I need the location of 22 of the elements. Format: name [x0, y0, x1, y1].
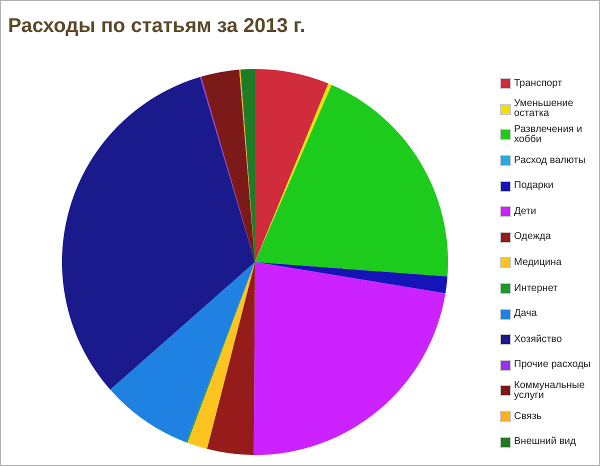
legend-label: Развлечения и хобби	[514, 124, 584, 145]
legend-label: Расход валюты	[514, 154, 586, 166]
pie-slice	[110, 262, 255, 442]
legend-label: Внешний вид	[514, 436, 577, 448]
legend-label: Хозяйство	[514, 334, 563, 345]
legend-label: Интернет	[514, 282, 559, 294]
legend-label: Медицина	[514, 256, 563, 268]
legend-label: Дача	[514, 308, 538, 320]
pie-slice	[254, 262, 446, 455]
pie-slice	[255, 84, 448, 277]
legend-label: Прочие расходы	[514, 359, 592, 370]
pie-slice	[62, 77, 255, 390]
legend-label: Уменьшение остатка	[514, 98, 574, 120]
legend-label: Связь	[514, 410, 543, 422]
pie-slice	[255, 262, 448, 294]
pie-slice	[207, 262, 255, 455]
chart-title: Расходы по статьям за 2013 г.	[8, 15, 306, 38]
legend-label: Дети	[514, 206, 538, 217]
legend-label: Транспорт	[514, 78, 564, 89]
legend-label: Одежда	[514, 231, 552, 242]
legend-label: Коммунальные услуги	[514, 380, 586, 401]
legend-label: Подарки	[514, 180, 554, 192]
